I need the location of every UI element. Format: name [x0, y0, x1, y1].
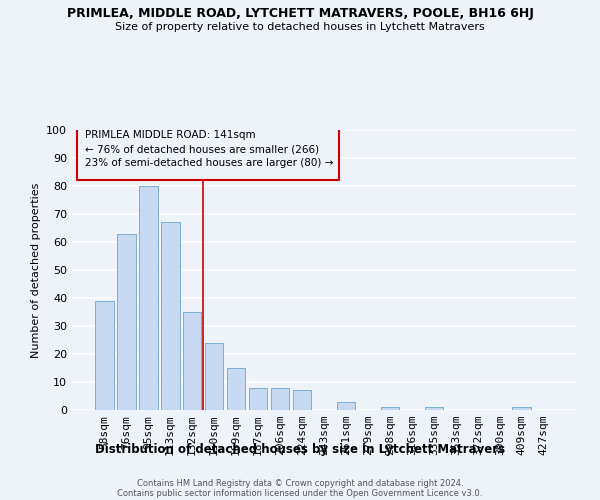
Bar [95, 301, 113, 410]
Text: Distribution of detached houses by size in Lytchett Matravers: Distribution of detached houses by size … [95, 442, 505, 456]
Bar [205, 343, 223, 410]
Bar [227, 368, 245, 410]
Text: Size of property relative to detached houses in Lytchett Matravers: Size of property relative to detached ho… [115, 22, 485, 32]
Text: PRIMLEA MIDDLE ROAD: 141sqm
← 76% of detached houses are smaller (266)
23% of se: PRIMLEA MIDDLE ROAD: 141sqm ← 76% of det… [85, 130, 333, 168]
Text: Contains public sector information licensed under the Open Government Licence v3: Contains public sector information licen… [118, 488, 482, 498]
Y-axis label: Number of detached properties: Number of detached properties [31, 182, 41, 358]
FancyBboxPatch shape [77, 124, 339, 180]
Bar [512, 407, 531, 410]
Bar [293, 390, 311, 410]
Bar [380, 407, 399, 410]
Bar [271, 388, 289, 410]
Text: Contains HM Land Registry data © Crown copyright and database right 2024.: Contains HM Land Registry data © Crown c… [137, 478, 463, 488]
Bar [337, 402, 355, 410]
Bar [161, 222, 179, 410]
Text: PRIMLEA, MIDDLE ROAD, LYTCHETT MATRAVERS, POOLE, BH16 6HJ: PRIMLEA, MIDDLE ROAD, LYTCHETT MATRAVERS… [67, 8, 533, 20]
Bar [183, 312, 202, 410]
Bar [249, 388, 268, 410]
Bar [425, 407, 443, 410]
Bar [117, 234, 136, 410]
Bar [139, 186, 158, 410]
